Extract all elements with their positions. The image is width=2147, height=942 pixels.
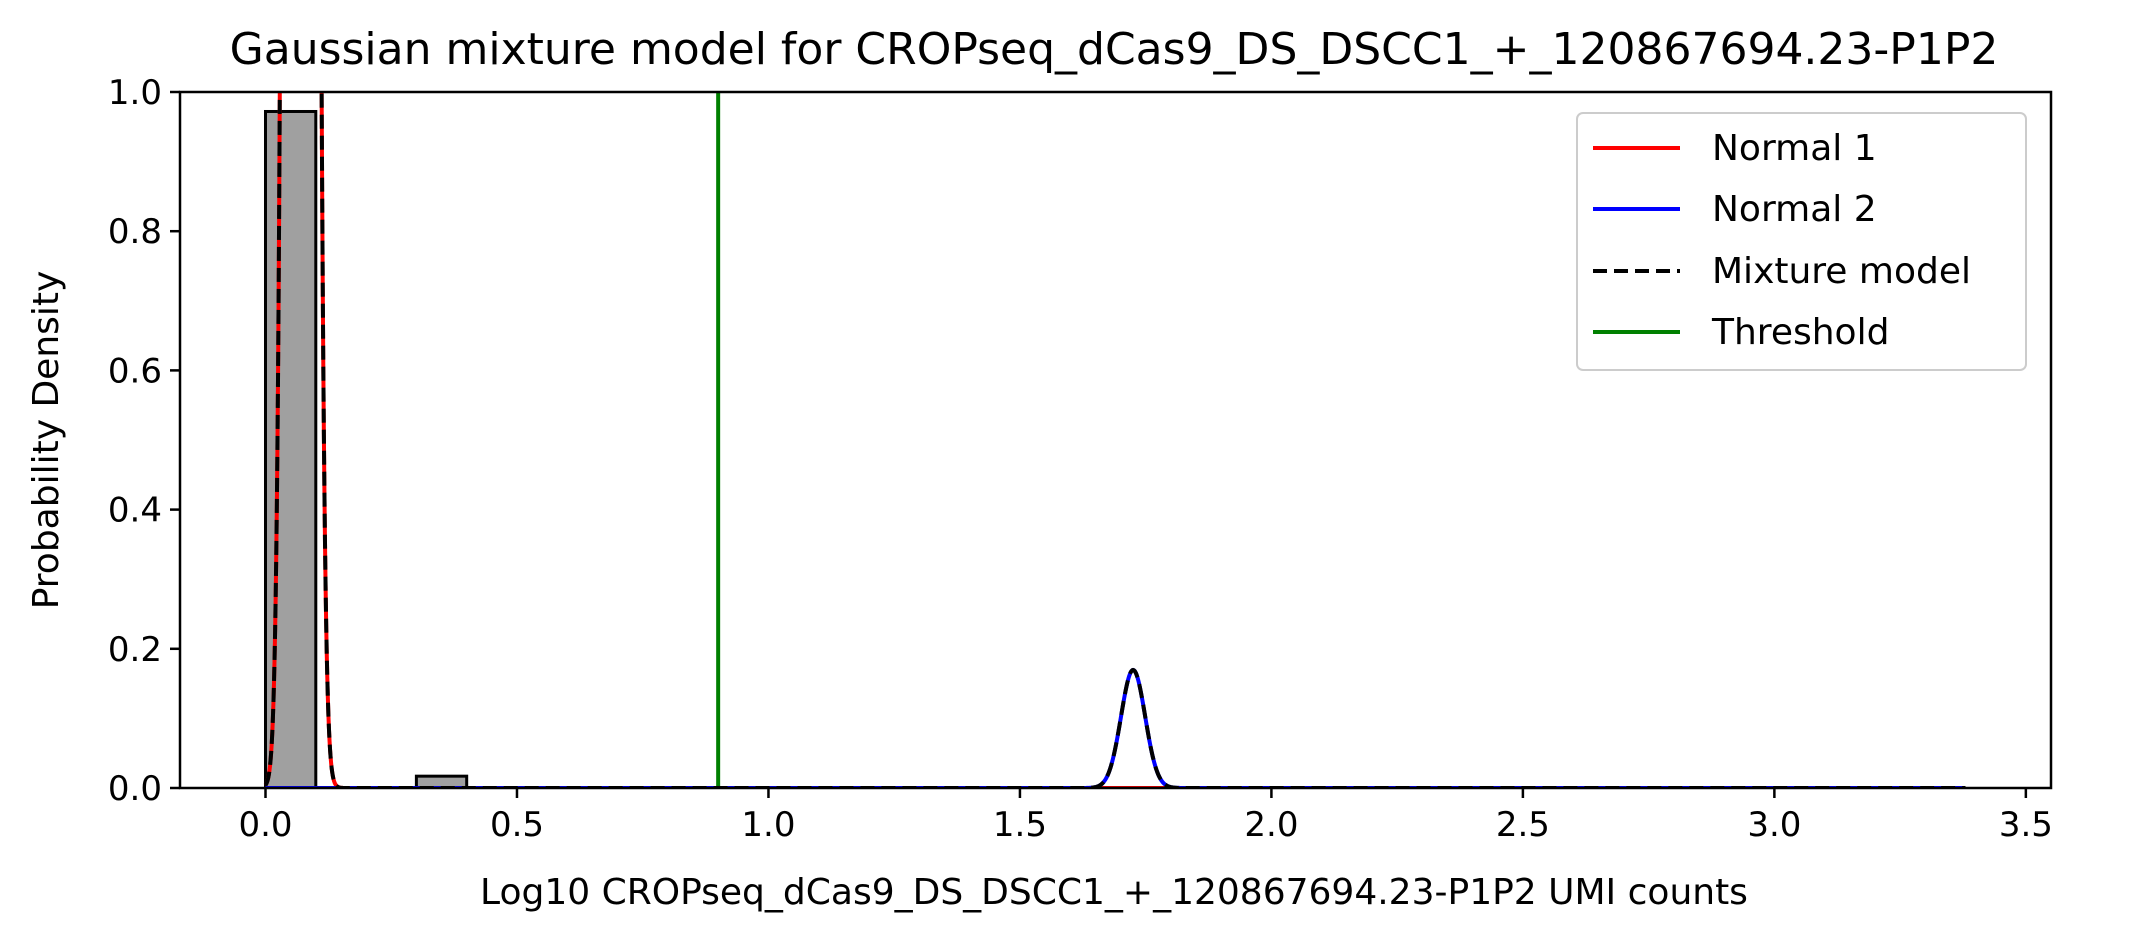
- y-tick-label: 1.0: [108, 73, 162, 113]
- y-axis-ticks: 0.0 0.2 0.4 0.6 0.8 1.0: [108, 73, 180, 809]
- y-tick-label: 0.4: [108, 491, 162, 531]
- mixture-curve: [263, 92, 1966, 788]
- chart-title: Gaussian mixture model for CROPseq_dCas9…: [230, 24, 1999, 75]
- legend-label-mixture: Mixture model: [1712, 251, 1971, 292]
- legend-label-normal-1: Normal 1: [1712, 128, 1877, 169]
- x-tick-label: 1.0: [741, 805, 795, 845]
- legend-label-normal-2: Normal 2: [1712, 189, 1877, 230]
- x-axis-label: Log10 CROPseq_dCas9_DS_DSCC1_+_120867694…: [480, 872, 1748, 913]
- x-tick-label: 0.0: [238, 805, 292, 845]
- x-tick-label: 2.0: [1244, 805, 1298, 845]
- histogram-bar: [414, 774, 469, 788]
- y-axis-label: Probability Density: [26, 271, 67, 610]
- legend-box: [1576, 112, 2027, 371]
- legend-label-threshold: Threshold: [1711, 312, 1889, 353]
- x-tick-label: 1.5: [993, 805, 1047, 845]
- x-tick-label: 3.0: [1747, 805, 1801, 845]
- x-tick-label: 3.5: [1999, 805, 2053, 845]
- plot-area: [263, 92, 1966, 788]
- y-tick-label: 0.0: [108, 769, 162, 809]
- component-curve-2: [265, 667, 1966, 788]
- x-tick-label: 2.5: [1496, 805, 1550, 845]
- y-tick-label: 0.8: [108, 212, 162, 252]
- x-axis-ticks: 0.0 0.5 1.0 1.5 2.0 2.5 3.0 3.5: [238, 788, 2053, 845]
- legend: Normal 1 Normal 2 Mixture model Threshol…: [1576, 112, 2027, 371]
- x-tick-label: 0.5: [490, 805, 544, 845]
- axes-frame: [178, 90, 2053, 790]
- y-tick-label: 0.6: [108, 351, 162, 391]
- y-tick-label: 0.2: [108, 630, 162, 670]
